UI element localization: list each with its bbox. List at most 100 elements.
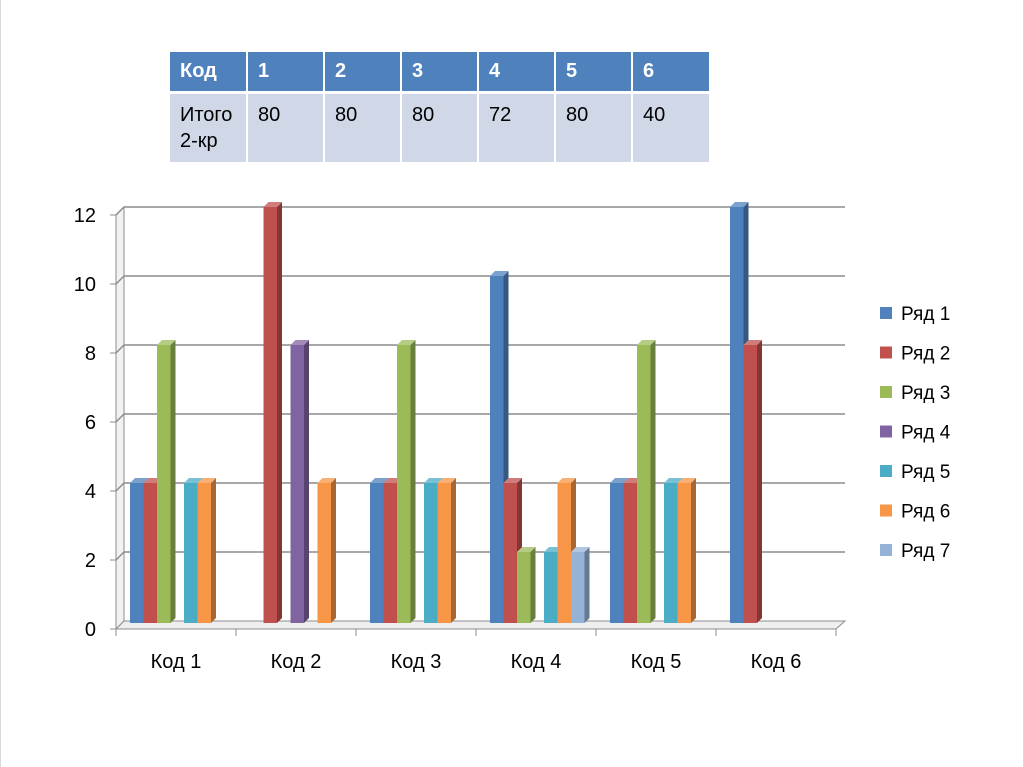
bar [290,340,309,623]
y-tick-label: 4 [85,481,96,503]
legend-label: Ряд 7 [901,541,950,562]
y-tick-label: 10 [74,274,96,296]
summary-table: Код 1 2 3 4 5 6 Итого 2-кр 80 80 80 72 8… [170,52,709,162]
bar-top [290,340,309,345]
bar-front [677,483,691,623]
bar-top [743,340,762,345]
table-cell: 40 [632,92,709,162]
gridline-side [115,344,125,354]
bar-front [397,345,411,623]
bar-side [410,340,416,623]
x-tick-label: Код 5 [631,651,682,673]
bar-side [211,478,216,623]
bar-front [637,345,651,623]
legend-swatch [880,504,892,517]
bar-top [571,547,590,552]
bar-top [130,478,149,483]
bar-front [263,207,277,623]
bar-side [304,340,309,623]
x-tick-label: Код 1 [151,651,202,673]
bar-front [370,483,384,623]
bar [571,547,590,623]
legend-swatch [880,386,892,398]
bar-top [397,340,416,345]
bar-front [623,483,637,623]
bar-top [677,478,696,483]
bar-top [184,478,203,483]
table-header-cell: 6 [632,52,709,94]
x-tick-label: Код 4 [511,651,562,673]
legend-label: Ряд 5 [901,462,950,483]
table-row: Итого 2-кр 80 80 80 72 80 40 [170,92,709,162]
y-tick-label: 12 [74,205,96,227]
bar-front [743,345,757,623]
bar-side [530,547,536,623]
table-cell: 80 [555,92,633,162]
bar-top [730,202,749,207]
bar-front [383,483,397,623]
bar [637,340,656,623]
bar-side [757,340,762,623]
gridline-side [115,482,125,492]
bar-front [730,207,744,623]
table-cell: 80 [247,92,325,162]
bar-top [517,547,536,552]
legend-label: Ряд 3 [901,383,950,404]
legend-swatch [880,544,892,556]
table-header-cell: 5 [555,52,633,94]
y-tick-label: 6 [85,412,96,434]
y-tick-label: 2 [85,550,96,572]
table-header-cell: 2 [324,52,402,94]
bar-front [544,552,558,623]
bar-top [664,478,683,483]
bar-top [424,478,443,483]
table-header-cell: 4 [478,52,556,94]
bar-side [584,547,590,623]
bar-front [571,552,585,623]
bar-front [437,483,451,623]
bar-top [490,271,509,276]
bar-front [424,483,438,623]
bar-side [451,478,456,623]
x-tick-label: Код 2 [271,651,322,673]
table-header-cell: 1 [247,52,325,94]
bar-front [610,483,624,623]
table-row-label: Итого 2-кр [170,92,248,162]
x-tick-label: Код 6 [751,651,802,673]
bar-top [263,202,282,207]
bar-top [557,478,576,483]
bar-top [157,340,176,345]
legend-label: Ряд 2 [901,344,950,365]
table-cell: 72 [478,92,556,162]
bar-top [610,478,629,483]
bar-side [650,340,656,623]
bar-front [130,483,144,623]
gridline-side [115,551,125,561]
x-tick-label: Код 3 [391,651,442,673]
bar-front [490,276,504,623]
bar-front [557,483,571,623]
table-header-cell: 3 [401,52,479,94]
bar-front [503,483,517,623]
bar-front [290,345,304,623]
table-header-row: Код 1 2 3 4 5 6 [170,52,709,94]
bar-front [317,483,331,623]
bar-front [157,345,171,623]
bar-front [664,483,678,623]
bar [197,478,216,623]
bar-top [197,478,216,483]
table-cell: 80 [324,92,402,162]
legend-swatch [880,425,892,438]
gridline-side [115,206,125,216]
bar-top [637,340,656,345]
bar-side [170,340,176,623]
bar [263,202,282,623]
bar-top [437,478,456,483]
gridline-side [115,413,125,423]
bar-front [184,483,198,623]
bar [397,340,416,623]
bar [437,478,456,623]
y-tick-label: 0 [85,619,96,641]
bar [677,478,696,623]
